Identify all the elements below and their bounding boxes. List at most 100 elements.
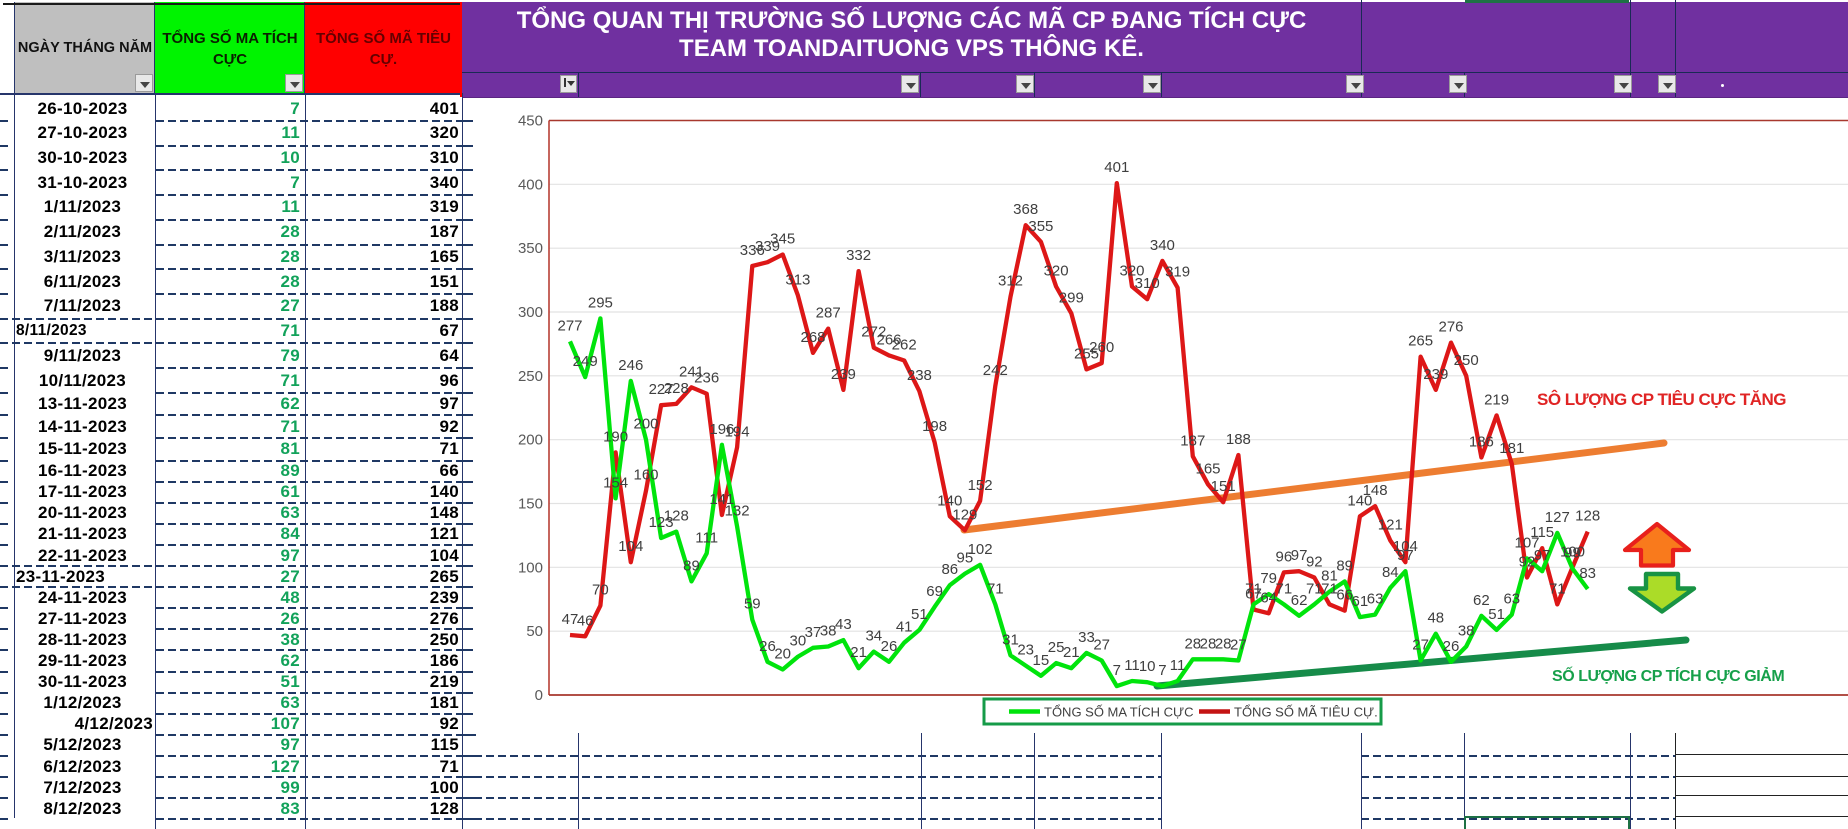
svg-text:368: 368	[1013, 201, 1038, 218]
svg-text:241: 241	[679, 363, 704, 380]
svg-text:272: 272	[861, 324, 886, 341]
svg-text:128: 128	[1575, 508, 1600, 525]
svg-text:26: 26	[1443, 638, 1460, 655]
svg-text:194: 194	[725, 423, 750, 440]
svg-text:320: 320	[1044, 263, 1069, 280]
svg-text:200: 200	[518, 432, 543, 449]
svg-text:97: 97	[1397, 547, 1414, 564]
svg-text:250: 250	[1454, 352, 1479, 369]
svg-text:400: 400	[518, 176, 543, 193]
svg-text:86: 86	[941, 561, 958, 578]
svg-text:28: 28	[1200, 635, 1217, 652]
svg-text:345: 345	[770, 231, 795, 248]
svg-text:34: 34	[865, 628, 882, 645]
svg-text:141: 141	[709, 491, 734, 508]
svg-text:121: 121	[1378, 517, 1403, 534]
svg-text:41: 41	[896, 619, 913, 636]
svg-text:310: 310	[1135, 275, 1160, 292]
svg-text:260: 260	[1089, 339, 1114, 356]
svg-text:104: 104	[1393, 538, 1418, 555]
svg-text:50: 50	[526, 623, 543, 640]
svg-text:71: 71	[1306, 580, 1323, 597]
svg-text:266: 266	[876, 331, 901, 348]
svg-text:61: 61	[1352, 593, 1369, 610]
svg-text:64: 64	[1260, 589, 1277, 606]
svg-text:51: 51	[1488, 606, 1505, 623]
svg-text:97: 97	[1534, 547, 1551, 564]
svg-text:SỐ LƯỢNG CP TÍCH CỰC GIẢM: SỐ LƯỢNG CP TÍCH CỰC GIẢM	[1552, 665, 1784, 685]
svg-text:319: 319	[1165, 264, 1190, 281]
svg-text:0: 0	[535, 687, 543, 704]
svg-text:111: 111	[695, 529, 718, 546]
svg-text:69: 69	[926, 583, 943, 600]
svg-text:287: 287	[816, 305, 841, 322]
svg-text:228: 228	[664, 380, 689, 397]
svg-text:295: 295	[588, 294, 613, 311]
svg-text:123: 123	[649, 514, 674, 531]
svg-text:89: 89	[683, 557, 700, 574]
svg-text:104: 104	[618, 538, 643, 555]
svg-text:62: 62	[1291, 592, 1308, 609]
svg-text:97: 97	[1291, 547, 1308, 564]
svg-text:15: 15	[1033, 652, 1050, 669]
svg-text:59: 59	[744, 596, 761, 613]
svg-text:20: 20	[774, 646, 791, 663]
svg-text:227: 227	[649, 381, 674, 398]
svg-text:239: 239	[1423, 366, 1448, 383]
svg-text:336: 336	[740, 242, 765, 259]
svg-text:339: 339	[755, 238, 780, 255]
svg-text:219: 219	[1484, 391, 1509, 408]
svg-text:27: 27	[1093, 637, 1110, 654]
svg-text:TỔNG SỐ MÃ TIÊU CỰ.: TỔNG SỐ MÃ TIÊU CỰ.	[1234, 705, 1378, 720]
svg-text:150: 150	[518, 496, 543, 513]
svg-text:140: 140	[937, 492, 962, 509]
svg-text:239: 239	[831, 366, 856, 383]
svg-text:186: 186	[1469, 434, 1494, 451]
svg-text:128: 128	[664, 508, 689, 525]
svg-text:160: 160	[633, 467, 658, 484]
svg-text:276: 276	[1438, 319, 1463, 336]
svg-text:71: 71	[1245, 580, 1262, 597]
svg-text:96: 96	[1276, 548, 1293, 565]
svg-text:95: 95	[957, 550, 974, 567]
svg-text:187: 187	[1180, 432, 1205, 449]
svg-text:200: 200	[633, 416, 658, 433]
svg-text:242: 242	[983, 362, 1008, 379]
svg-text:190: 190	[603, 428, 628, 445]
svg-text:27: 27	[1230, 637, 1247, 654]
svg-text:107: 107	[1514, 534, 1539, 551]
svg-text:23: 23	[1017, 642, 1034, 659]
svg-text:350: 350	[518, 240, 543, 257]
svg-text:63: 63	[1367, 591, 1384, 608]
svg-text:299: 299	[1059, 289, 1084, 306]
svg-text:SÔ LƯỢNG CP TIÊU CỰC TĂNG: SÔ LƯỢNG CP TIÊU CỰC TĂNG	[1537, 390, 1786, 409]
svg-text:100: 100	[1560, 543, 1585, 560]
svg-text:7: 7	[1158, 662, 1166, 679]
svg-text:188: 188	[1226, 431, 1251, 448]
svg-text:81: 81	[1321, 568, 1338, 585]
svg-text:151: 151	[1211, 478, 1236, 495]
svg-text:63: 63	[1503, 591, 1520, 608]
svg-text:48: 48	[1427, 610, 1444, 627]
svg-text:71: 71	[987, 580, 1004, 597]
svg-text:148: 148	[1363, 482, 1388, 499]
svg-text:26: 26	[881, 638, 898, 655]
svg-text:140: 140	[1347, 492, 1372, 509]
svg-text:TỔNG SỐ MA TÍCH CỰC: TỔNG SỐ MA TÍCH CỰC	[1044, 705, 1194, 720]
svg-text:165: 165	[1195, 460, 1220, 477]
svg-text:246: 246	[618, 357, 643, 374]
svg-text:313: 313	[785, 271, 810, 288]
svg-text:181: 181	[1499, 440, 1524, 457]
svg-text:71: 71	[1549, 580, 1566, 597]
svg-text:238: 238	[907, 367, 932, 384]
svg-text:450: 450	[518, 113, 543, 130]
svg-text:21: 21	[1063, 644, 1080, 661]
svg-text:47: 47	[562, 611, 579, 628]
svg-text:83: 83	[1579, 565, 1596, 582]
svg-text:196: 196	[709, 421, 734, 438]
svg-text:102: 102	[968, 541, 993, 558]
svg-text:332: 332	[846, 247, 871, 264]
svg-text:10: 10	[1139, 658, 1156, 675]
svg-text:79: 79	[1260, 570, 1277, 587]
svg-text:11: 11	[1124, 657, 1140, 674]
